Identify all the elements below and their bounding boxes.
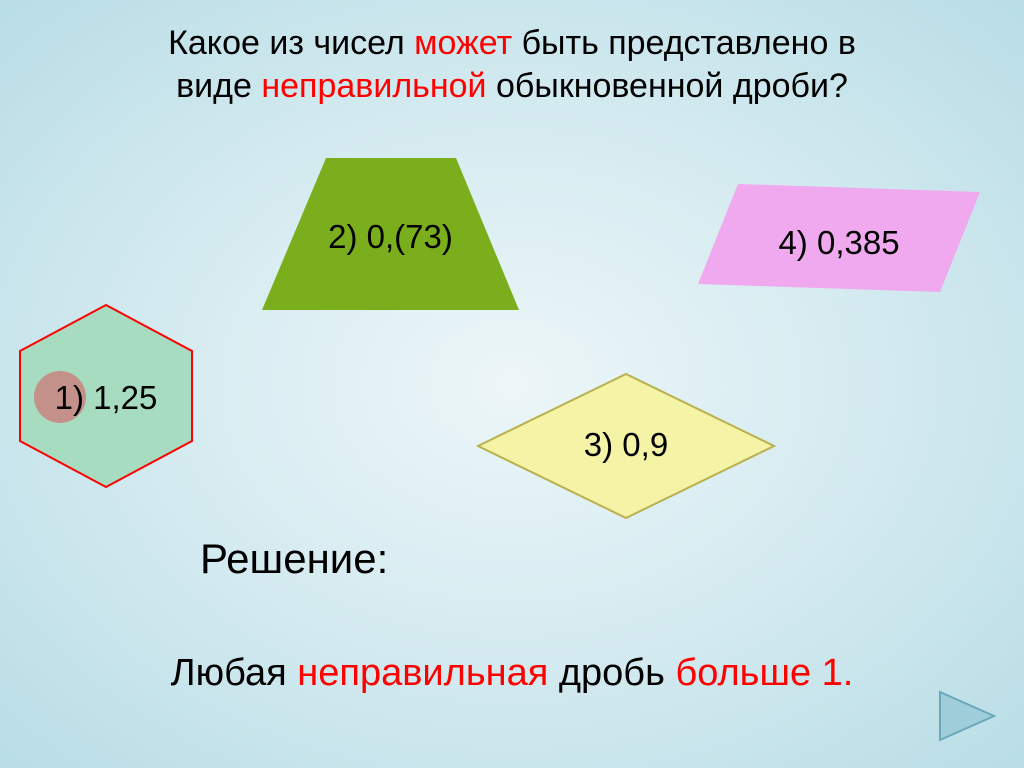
slide: Какое из чисел может быть представлено в… (0, 0, 1024, 768)
option-1[interactable]: 1) 1,25 (16, 303, 196, 489)
title-line1: Какое из чисел может быть представлено в (168, 24, 856, 62)
option-2-label: 2) 0,(73) (262, 218, 519, 256)
arrow-right-icon (938, 690, 996, 742)
solution-heading: Решение: (200, 535, 388, 583)
option-4-label: 4) 0,385 (698, 224, 980, 262)
option-4[interactable]: 4) 0,385 (698, 184, 980, 292)
title-line2: виде неправильной обыкновенной дроби? (176, 67, 848, 105)
next-button[interactable] (938, 690, 996, 742)
option-1-label: 1) 1,25 (16, 379, 196, 417)
option-2[interactable]: 2) 0,(73) (262, 158, 519, 310)
option-3[interactable]: 3) 0,9 (476, 372, 776, 520)
option-3-label: 3) 0,9 (476, 426, 776, 464)
question-title: Какое из чисел может быть представлено в… (0, 22, 1024, 107)
answer-text: Любая неправильная дробь больше 1. (0, 652, 1024, 695)
